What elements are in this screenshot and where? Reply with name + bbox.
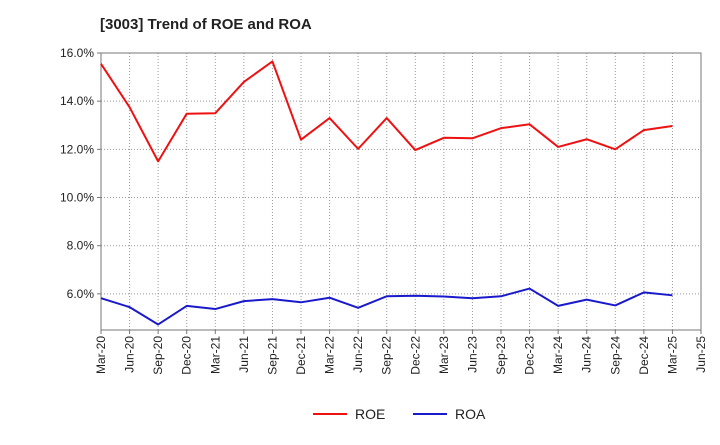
- x-tick-label: Dec-21: [294, 336, 308, 375]
- plot-border: [100, 52, 702, 331]
- legend-label-roe: ROE: [355, 406, 385, 422]
- x-tick-label: Sep-24: [608, 336, 622, 375]
- series-line-roe: [100, 60, 673, 163]
- x-tick-label: Mar-24: [551, 336, 565, 374]
- y-tick-label: 14.0%: [60, 94, 94, 108]
- x-tick-label: Jun-23: [465, 336, 479, 373]
- series-line-roa: [100, 287, 673, 326]
- x-tick-label: Mar-25: [665, 336, 679, 374]
- x-tick-label: Jun-21: [237, 336, 251, 373]
- x-tick-label: Sep-20: [151, 336, 165, 375]
- x-tick-label: Sep-23: [494, 336, 508, 375]
- y-tick-label: 10.0%: [60, 191, 94, 205]
- x-tick-label: Mar-23: [437, 336, 451, 374]
- y-tick-label: 16.0%: [60, 46, 94, 60]
- y-tick-label: 12.0%: [60, 142, 94, 156]
- x-tick-label: Sep-22: [380, 336, 394, 375]
- x-tick-label: Dec-22: [408, 336, 422, 375]
- y-tick-label: 6.0%: [67, 287, 95, 301]
- x-tick-label: Sep-21: [265, 336, 279, 375]
- x-tick-label: Jun-20: [123, 336, 137, 373]
- legend-label-roa: ROA: [455, 406, 486, 422]
- x-tick-label: Jun-24: [580, 336, 594, 373]
- x-tick-label: Mar-21: [208, 336, 222, 374]
- x-tick-label: Jun-25: [694, 336, 708, 373]
- x-tick-label: Mar-22: [323, 336, 337, 374]
- x-tick-label: Dec-24: [637, 336, 651, 375]
- x-tick-label: Dec-23: [523, 336, 537, 375]
- plot-area: [101, 53, 701, 330]
- x-tick-label: Mar-20: [94, 336, 108, 374]
- x-tick-label: Jun-22: [351, 336, 365, 373]
- y-tick-label: 8.0%: [67, 239, 95, 253]
- chart-title: [3003] Trend of ROE and ROA: [100, 16, 312, 33]
- x-tick-label: Dec-20: [180, 336, 194, 375]
